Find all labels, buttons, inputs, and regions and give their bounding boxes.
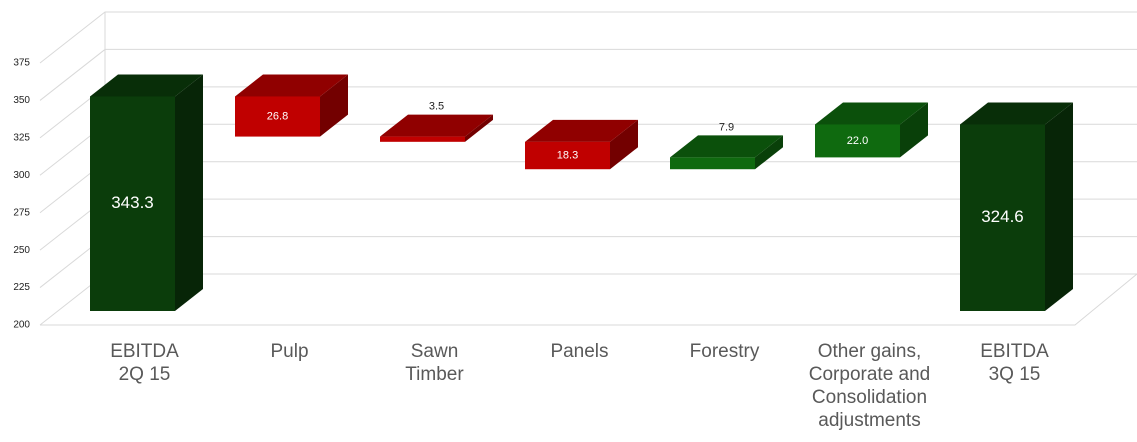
bar-top <box>90 74 203 97</box>
grid-line <box>39 48 1137 101</box>
y-tick-label: 250 <box>13 245 30 256</box>
value-label: 343.3 <box>111 193 154 212</box>
y-tick-label: 200 <box>13 320 30 331</box>
x-tick-label: Forestry <box>689 341 760 362</box>
bar-side <box>1045 102 1073 312</box>
x-tick-label: Panels <box>550 341 609 362</box>
y-tick-label: 350 <box>13 95 30 106</box>
value-label: 3.5 <box>429 100 444 112</box>
value-label: 26.8 <box>267 110 288 122</box>
x-tick-label: EBITDA 2Q 15 <box>110 341 179 385</box>
bar <box>815 124 900 158</box>
bar <box>525 141 610 170</box>
bar <box>380 136 465 142</box>
y-tick-label: 225 <box>13 282 30 293</box>
bar <box>235 96 320 137</box>
bar-side <box>900 102 928 158</box>
bar-side <box>465 114 493 142</box>
grid-line <box>39 11 1137 64</box>
bar-top <box>670 135 783 158</box>
x-tick-label: EBITDA 3Q 15 <box>980 341 1049 385</box>
bar-top <box>235 74 348 97</box>
value-label: 324.6 <box>981 207 1024 226</box>
bar-side <box>610 119 638 170</box>
y-tick-label: 275 <box>13 207 30 218</box>
bar-top <box>815 102 928 125</box>
x-tick-label: Other gains, Corporate and Consolidation… <box>808 341 931 431</box>
bar <box>960 124 1045 312</box>
bar-side <box>175 74 203 311</box>
y-tick-label: 325 <box>13 132 30 143</box>
bar-top <box>960 102 1073 125</box>
bar-side <box>320 74 348 137</box>
y-tick-label: 375 <box>13 58 30 69</box>
floor-edge <box>40 273 1137 326</box>
value-label: 18.3 <box>557 149 578 161</box>
y-tick-label: 300 <box>13 170 30 181</box>
bar <box>670 157 755 170</box>
bar-top <box>380 114 493 137</box>
bar-top <box>525 119 638 142</box>
x-tick-label: Pulp <box>270 341 309 362</box>
x-tick-label: Sawn Timber <box>405 341 464 385</box>
bar <box>90 96 175 311</box>
bar-side <box>755 135 783 170</box>
value-label: 7.9 <box>719 121 734 133</box>
value-label: 22.0 <box>847 135 868 147</box>
